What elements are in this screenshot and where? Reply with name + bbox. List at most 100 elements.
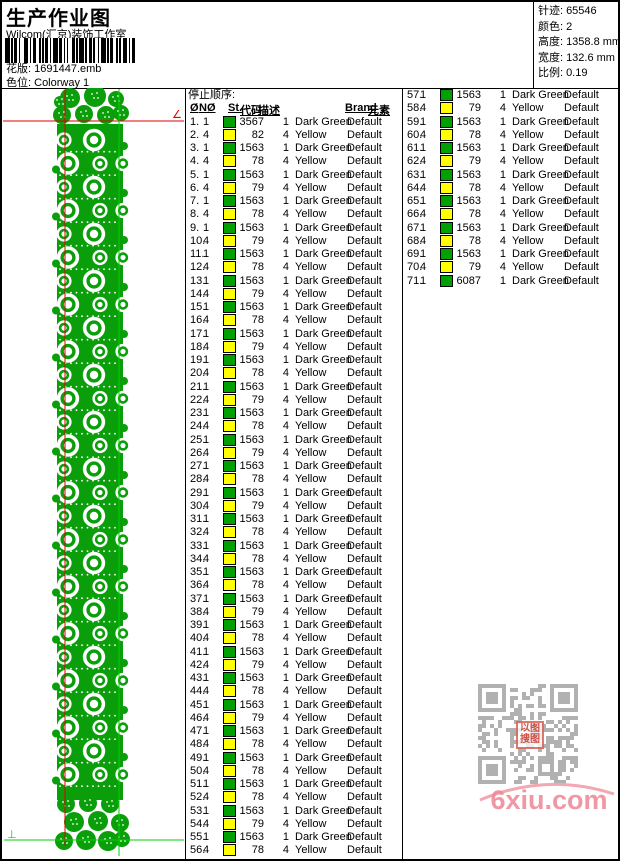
needle-number: 4	[420, 208, 427, 221]
row-index: 18.	[190, 340, 206, 353]
table-row: 2. 4 82 4 Yellow Default	[188, 128, 402, 142]
thread-brand: Default	[347, 367, 382, 380]
thread-brand: Default	[564, 128, 599, 141]
table-row: 42. 4 79 4 Yellow Default	[188, 658, 402, 672]
table-row: 43. 1 1563 1 Dark Green Default	[188, 672, 402, 685]
thread-description: Dark Green	[295, 115, 352, 128]
thread-color-swatch	[223, 804, 236, 817]
needle-number: 4	[203, 632, 210, 645]
stitch-count: 78	[251, 526, 264, 539]
thread-description: Yellow	[295, 711, 327, 724]
col-stitches: St.	[228, 102, 243, 115]
stitch-count: 78	[251, 473, 264, 486]
needle-number: 1	[203, 486, 210, 499]
stitch-count: 1563	[239, 831, 264, 843]
col-description: 描述	[258, 105, 280, 118]
thread-description: Yellow	[512, 261, 544, 274]
qr-center-stamp: 以图搜图	[516, 721, 544, 749]
row-index: 29.	[190, 486, 206, 499]
stitch-count: 79	[251, 658, 264, 671]
thread-color-swatch	[440, 142, 453, 154]
swatch-cell	[222, 195, 238, 209]
thread-description: Yellow	[512, 128, 544, 141]
thread-color-swatch	[223, 526, 236, 539]
thread-color-swatch	[440, 102, 453, 115]
needle-number: 1	[203, 248, 210, 260]
stitch-count: 79	[251, 711, 264, 724]
swatch-cell	[222, 181, 238, 196]
needle-number: 1	[203, 380, 210, 393]
needle-number: 4	[203, 711, 210, 724]
needle-number: 4	[420, 234, 427, 247]
needle-number: 1	[203, 460, 210, 472]
thread-code: 4	[282, 393, 289, 406]
stitch-count: 1563	[239, 354, 264, 366]
thread-brand: Default	[347, 526, 382, 539]
thread-description: Yellow	[295, 155, 327, 168]
needle-number: 1	[203, 195, 210, 207]
thread-brand: Default	[347, 248, 382, 260]
thread-description: Dark Green	[295, 407, 352, 419]
thread-color-swatch	[223, 778, 236, 790]
thread-code: 1	[282, 354, 289, 366]
thread-brand: Default	[564, 195, 599, 207]
thread-description: Dark Green	[512, 115, 569, 128]
needle-number: 1	[203, 433, 210, 446]
swatch-cell	[222, 513, 238, 527]
table-row: 11. 1 1563 1 Dark Green Default	[188, 248, 402, 261]
thread-description: Yellow	[295, 552, 327, 565]
thread-code: 1	[499, 142, 506, 154]
thread-brand: Default	[347, 592, 382, 605]
row-index: 50.	[190, 764, 206, 777]
swatch-cell	[222, 844, 238, 858]
needle-number: 1	[203, 513, 210, 525]
thread-description: Yellow	[295, 181, 327, 194]
needle-number: 1	[203, 115, 210, 128]
design-preview: ∠⊥	[3, 88, 184, 856]
needle-number: 4	[203, 393, 210, 406]
col-needle: NØ	[199, 102, 216, 115]
swatch-cell	[222, 725, 238, 739]
needle-number: 4	[420, 102, 427, 115]
thread-code: 4	[282, 552, 289, 565]
thread-color-swatch	[223, 499, 236, 512]
thread-brand: Default	[564, 234, 599, 247]
table-row: 48. 4 78 4 Yellow Default	[188, 738, 402, 751]
start-angle-marker: ∠	[172, 109, 182, 121]
stitch-count: 1563	[239, 592, 264, 605]
table-row: 1. 1 3567 1 Dark Green Default	[188, 115, 402, 129]
thread-description: Dark Green	[295, 460, 352, 472]
thread-color-swatch	[440, 274, 453, 287]
thread-color-swatch	[223, 619, 236, 631]
thread-code: 4	[282, 711, 289, 724]
thread-description: Dark Green	[295, 698, 352, 711]
table-row: 17. 1 1563 1 Dark Green Default	[188, 327, 402, 341]
table-row: 24. 4 78 4 Yellow Default	[188, 420, 402, 433]
swatch-cell	[222, 592, 238, 607]
thread-code: 4	[282, 446, 289, 459]
stop-sequence-title: 停止顺序:	[188, 89, 236, 101]
row-index: 23.	[190, 407, 206, 419]
table-row: 36. 4 78 4 Yellow Default	[188, 579, 402, 592]
stitch-count: 1563	[239, 301, 264, 313]
needle-number: 1	[203, 354, 210, 366]
swatch-cell	[222, 420, 238, 434]
thread-code: 4	[282, 764, 289, 777]
thread-color-swatch	[223, 817, 236, 830]
needle-number: 4	[420, 155, 427, 168]
thread-brand: Default	[564, 248, 599, 260]
stitch-count: 1563	[456, 89, 481, 101]
table-row: 38. 4 79 4 Yellow Default	[188, 605, 402, 619]
swatch-cell	[439, 155, 455, 169]
needle-number: 1	[203, 142, 210, 154]
stitch-count: 1563	[456, 168, 481, 181]
thread-description: Dark Green	[295, 248, 352, 260]
thread-code: 4	[499, 128, 506, 141]
stitch-count: 6087	[456, 274, 481, 287]
swatch-cell	[222, 393, 238, 408]
thread-color-swatch	[223, 354, 236, 366]
thread-code: 4	[499, 155, 506, 168]
thread-code: 1	[282, 645, 289, 658]
thread-color-swatch	[223, 473, 236, 486]
table-row: 50. 4 78 4 Yellow Default	[188, 764, 402, 778]
